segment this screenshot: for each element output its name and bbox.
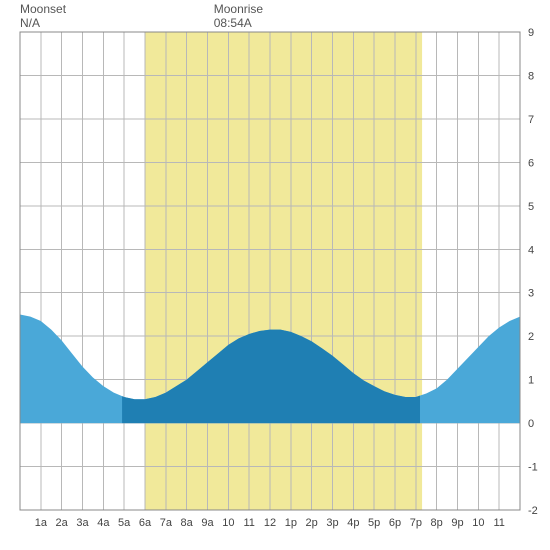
moonset-label: Moonset N/A (20, 2, 66, 30)
svg-text:2p: 2p (306, 517, 318, 529)
svg-text:7: 7 (528, 114, 534, 126)
svg-text:5p: 5p (368, 517, 380, 529)
svg-text:2: 2 (528, 331, 534, 343)
moonset-title: Moonset (20, 2, 66, 16)
svg-text:1: 1 (528, 375, 534, 387)
svg-text:8a: 8a (181, 517, 194, 529)
svg-text:9: 9 (528, 27, 534, 39)
moonrise-value: 08:54A (214, 16, 263, 30)
svg-text:-1: -1 (528, 462, 538, 474)
svg-text:12: 12 (264, 517, 276, 529)
svg-text:-2: -2 (528, 505, 538, 517)
svg-text:6p: 6p (389, 517, 401, 529)
svg-text:10: 10 (472, 517, 484, 529)
svg-text:4: 4 (528, 244, 534, 256)
svg-text:6: 6 (528, 157, 534, 169)
moonrise-label: Moonrise 08:54A (214, 2, 263, 30)
chart-svg: -2-101234567891a2a3a4a5a6a7a8a9a1011121p… (0, 0, 550, 550)
moonrise-title: Moonrise (214, 2, 263, 16)
svg-text:4p: 4p (347, 517, 359, 529)
svg-text:1p: 1p (285, 517, 297, 529)
svg-text:3p: 3p (326, 517, 338, 529)
moonset-value: N/A (20, 16, 66, 30)
svg-text:3: 3 (528, 288, 534, 300)
svg-text:9a: 9a (201, 517, 214, 529)
svg-text:1a: 1a (35, 517, 48, 529)
tide-chart: Moonset N/A Moonrise 08:54A -2-101234567… (0, 0, 550, 550)
svg-text:9p: 9p (451, 517, 463, 529)
svg-text:8: 8 (528, 70, 534, 82)
svg-text:11: 11 (243, 517, 254, 529)
svg-text:4a: 4a (97, 517, 110, 529)
svg-text:8p: 8p (431, 517, 443, 529)
svg-text:5a: 5a (118, 517, 131, 529)
svg-text:10: 10 (222, 517, 234, 529)
svg-text:7a: 7a (160, 517, 173, 529)
svg-text:7p: 7p (410, 517, 422, 529)
svg-text:3a: 3a (76, 517, 89, 529)
svg-text:2a: 2a (56, 517, 69, 529)
svg-text:0: 0 (528, 418, 534, 430)
svg-text:5: 5 (528, 201, 534, 213)
svg-text:11: 11 (493, 517, 504, 529)
svg-text:6a: 6a (139, 517, 152, 529)
